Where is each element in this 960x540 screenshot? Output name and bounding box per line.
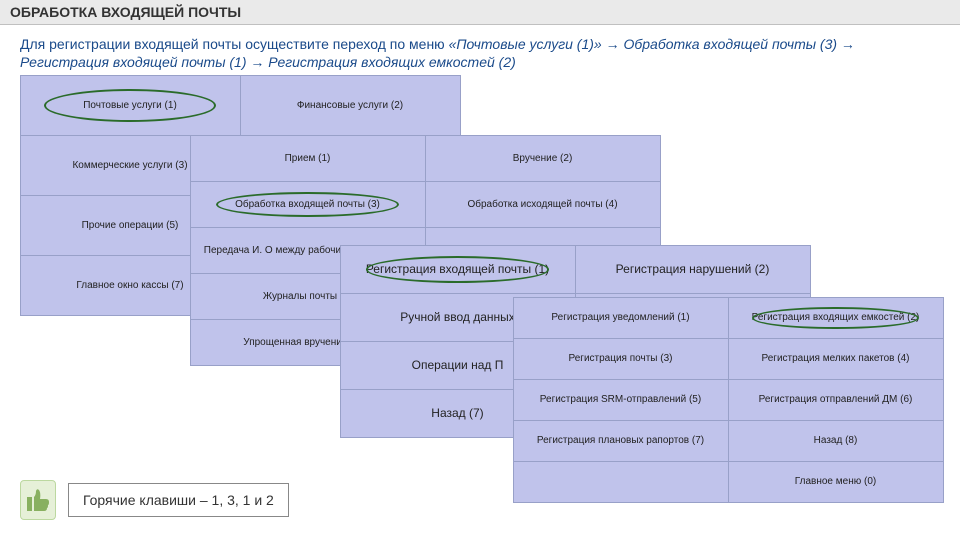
menu-item[interactable]: Финансовые услуги (2) — [240, 75, 461, 136]
menu-item[interactable]: Регистрация плановых рапортов (7) — [513, 420, 729, 462]
menu-item — [513, 461, 729, 503]
menu-item[interactable]: Регистрация SRM-отправлений (5) — [513, 379, 729, 421]
menu-item[interactable]: Главное меню (0) — [728, 461, 944, 503]
menu-item[interactable]: Назад (8) — [728, 420, 944, 462]
menu-item[interactable]: Регистрация входящих емкостей (2) — [728, 297, 944, 339]
menu-item[interactable]: Регистрация уведомлений (1) — [513, 297, 729, 339]
highlight-ring — [44, 89, 216, 122]
menu-item[interactable]: Регистрация входящей почты (1) — [340, 245, 576, 294]
thumbs-up-icon — [20, 480, 56, 520]
hotkey-label: Горячие клавиши – 1, 3, 1 и 2 — [68, 483, 289, 517]
menu-item[interactable]: Регистрация почты (3) — [513, 338, 729, 380]
menu-item[interactable]: Почтовые услуги (1) — [20, 75, 241, 136]
menu-item[interactable]: Прием (1) — [190, 135, 426, 182]
menu-item[interactable]: Обработка входящей почты (3) — [190, 181, 426, 228]
page-title: ОБРАБОТКА ВХОДЯЩЕЙ ПОЧТЫ — [0, 0, 960, 25]
menu-item[interactable]: Регистрация нарушений (2) — [575, 245, 811, 294]
menu-item[interactable]: Регистрация отправлений ДМ (6) — [728, 379, 944, 421]
hotkey-bar: Горячие клавиши – 1, 3, 1 и 2 — [20, 480, 289, 520]
highlight-ring — [752, 307, 920, 330]
menu-panel-4: Регистрация уведомлений (1)Регистрация в… — [513, 297, 943, 502]
highlight-ring — [366, 256, 549, 282]
instruction-verb: Для регистрации входящей почты осуществи… — [20, 36, 449, 52]
instruction-text: Для регистрации входящей почты осуществи… — [0, 25, 960, 75]
highlight-ring — [216, 192, 399, 217]
menu-item[interactable]: Вручение (2) — [425, 135, 661, 182]
menu-item[interactable]: Регистрация мелких пакетов (4) — [728, 338, 944, 380]
menu-item[interactable]: Обработка исходящей почты (4) — [425, 181, 661, 228]
menu-cascade-stage: Почтовые услуги (1)Финансовые услуги (2)… — [0, 75, 960, 515]
